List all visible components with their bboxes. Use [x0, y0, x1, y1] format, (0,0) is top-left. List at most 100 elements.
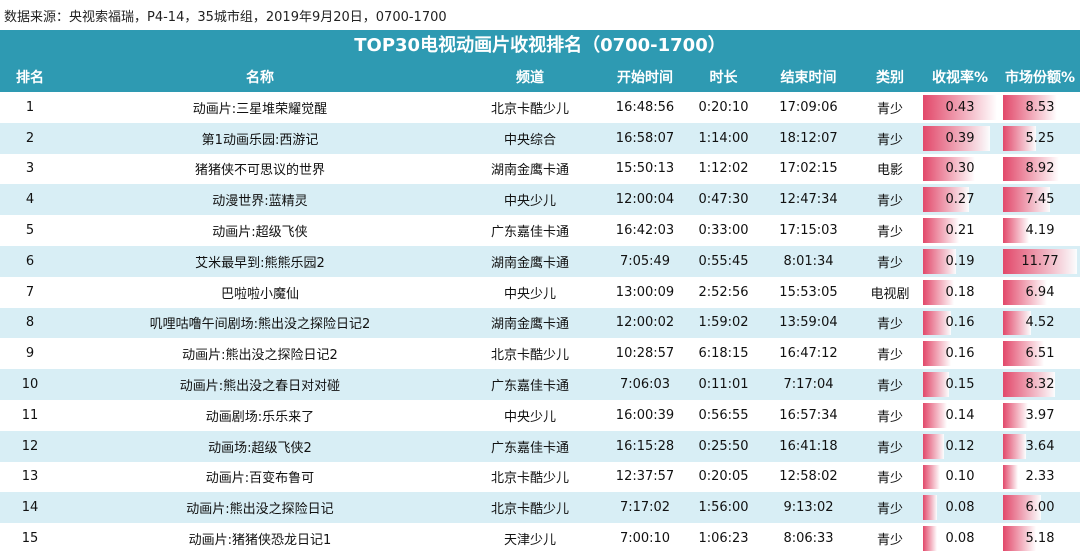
table-cell: 动画剧场:乐乐来了 — [205, 409, 315, 425]
value-label: 5.18 — [1025, 531, 1055, 547]
table-row: 11 动画剧场:乐乐来了 中央少儿 16:00:39 0:56:55 16:57:34 青少… — [0, 400, 1080, 431]
data-bar — [1003, 403, 1028, 428]
table-cell: 广东嘉佳卡通 — [490, 225, 569, 241]
table-cell: 16:41:18 — [779, 438, 838, 454]
table-cell: 0:47:30 — [698, 192, 749, 208]
table-cell: 湖南金鹰卡通 — [490, 317, 569, 333]
ratings-cell: 0.30 — [920, 154, 1000, 185]
shares-cell: 7.45 — [1000, 184, 1080, 215]
table-cell: 16:57:34 — [779, 407, 838, 423]
data-bar — [923, 464, 941, 490]
table-cell: 青少 — [876, 225, 903, 241]
value-label: 4.52 — [1025, 315, 1055, 331]
header-cell: 市场份额% — [1004, 70, 1076, 86]
shares-cell: 4.52 — [1000, 308, 1080, 339]
shares-cell: 5.25 — [1000, 123, 1080, 154]
table-cell: 中央少儿 — [503, 194, 556, 210]
value-label: 8.32 — [1025, 377, 1055, 393]
table-row: 14 动画片:熊出没之探险日记 北京卡酷少儿 7:17:02 1:56:00 9:13:0… — [0, 492, 1080, 524]
table-cell: 北京卡酷少儿 — [490, 348, 569, 364]
table-cell: 湖南金鹰卡通 — [490, 163, 569, 179]
table-cell: 青少 — [876, 409, 903, 425]
header-cell: 结束时间 — [780, 70, 837, 86]
data-bar — [923, 341, 951, 367]
table-cell: 2 — [25, 130, 35, 146]
data-bar — [1003, 95, 1057, 120]
table-cell: 9 — [25, 346, 35, 362]
ratings-cell: 0.12 — [920, 431, 1000, 462]
table-cell: 青少 — [876, 471, 903, 487]
table-cell: 动画场:超级飞侠2 — [208, 440, 312, 456]
data-bar — [923, 95, 997, 120]
value-label: 0.14 — [945, 407, 975, 423]
table-cell: 动画片:猪猪侠恐龙日记1 — [188, 533, 332, 549]
shares-cell: 11.77 — [1000, 246, 1080, 277]
table-cell: 15 — [21, 531, 39, 547]
table-title: TOP30电视动画片收视排名（0700-1700） — [0, 30, 1080, 62]
shares-cell: 6.94 — [1000, 277, 1080, 308]
source-note: 数据来源：央视索福瑞，P4-14，35城市组，2019年9月20日，0700-1… — [4, 10, 447, 25]
table-cell: 1 — [25, 99, 35, 115]
table-cell: 2:52:56 — [698, 284, 749, 300]
ratings-cell: 0.10 — [920, 462, 1000, 493]
table-cell: 0:56:55 — [698, 407, 749, 423]
ratings-cell: 0.16 — [920, 308, 1000, 339]
data-bar — [1003, 249, 1077, 274]
data-bar — [923, 187, 970, 213]
table-cell: 8:01:34 — [783, 253, 834, 269]
data-bar — [923, 433, 944, 459]
data-bar — [1003, 279, 1047, 305]
table-cell: 6:18:15 — [698, 346, 749, 362]
table-cell: 中央少儿 — [503, 286, 556, 302]
table-cell: 12:47:34 — [779, 192, 838, 208]
table-cell: 青少 — [876, 348, 903, 364]
table-cell: 0:20:05 — [698, 469, 749, 485]
header-row: 排名 名称 频道 开始时间 时长 结束时间 类别 收视率% 市场份额% — [0, 62, 1080, 92]
shares-cell: 3.64 — [1000, 431, 1080, 462]
table-row: 2 第1动画乐园:西游记 中央综合 16:58:07 1:14:00 18:12:07 青少… — [0, 122, 1080, 154]
table-cell: 0:55:45 — [698, 253, 749, 269]
shares-cell: 8.32 — [1000, 369, 1080, 400]
value-label: 3.97 — [1025, 407, 1055, 423]
data-bar — [1003, 187, 1050, 213]
data-bar — [1003, 310, 1032, 336]
data-bar — [923, 403, 948, 428]
ratings-cell: 0.16 — [920, 338, 1000, 369]
shares-cell: 6.00 — [1000, 492, 1080, 523]
table-cell: 第1动画乐园:西游记 — [201, 132, 319, 148]
data-bar — [1003, 218, 1030, 243]
table-cell: 14 — [21, 500, 39, 516]
table-cell: 7:17:04 — [783, 377, 834, 393]
shares-cell: 3.97 — [1000, 400, 1080, 431]
table-cell: 12:37:57 — [615, 469, 675, 485]
table-cell: 12:00:02 — [615, 315, 675, 331]
table-cell: 16:00:39 — [615, 407, 675, 423]
data-bar — [923, 125, 991, 151]
table-cell: 1:12:02 — [698, 161, 749, 177]
table-cell: 巴啦啦小魔仙 — [220, 286, 299, 302]
table-cell: 北京卡酷少儿 — [490, 471, 569, 487]
data-bar — [1003, 464, 1018, 490]
data-bar — [1003, 526, 1036, 551]
ratings-cell: 0.08 — [920, 492, 1000, 523]
value-label: 5.25 — [1025, 130, 1055, 146]
table-cell: 13:59:04 — [779, 315, 838, 331]
table-cell: 16:58:07 — [615, 130, 675, 146]
table-row: 8 叽哩咕噜午间剧场:熊出没之探险日记2 湖南金鹰卡通 12:00:02 1:59:02… — [0, 307, 1080, 339]
table-cell: 动画片:熊出没之春日对对碰 — [179, 379, 341, 395]
table-row: 3 猪猪侠不可思议的世界 湖南金鹰卡通 15:50:13 1:12:02 17:02:15… — [0, 153, 1080, 185]
table-cell: 8:06:33 — [783, 531, 834, 547]
table-cell: 青少 — [876, 101, 903, 117]
table-cell: 青少 — [876, 255, 903, 271]
table-cell: 青少 — [876, 440, 903, 456]
table-cell: 16:47:12 — [779, 346, 838, 362]
shares-cell: 8.53 — [1000, 92, 1080, 123]
table-cell: 0:33:00 — [698, 223, 749, 239]
table-cell: 1:59:02 — [698, 315, 749, 331]
table-row: 13 动画片:百变布鲁可 北京卡酷少儿 12:37:57 0:20:05 12:58:02… — [0, 461, 1080, 493]
table-cell: 动漫世界:蓝精灵 — [212, 194, 308, 210]
table-row: 15 动画片:猪猪侠恐龙日记1 天津少儿 7:00:10 1:06:23 8:06:33 青… — [0, 523, 1080, 554]
value-label: 0.15 — [945, 377, 975, 393]
data-bar — [1003, 372, 1056, 397]
